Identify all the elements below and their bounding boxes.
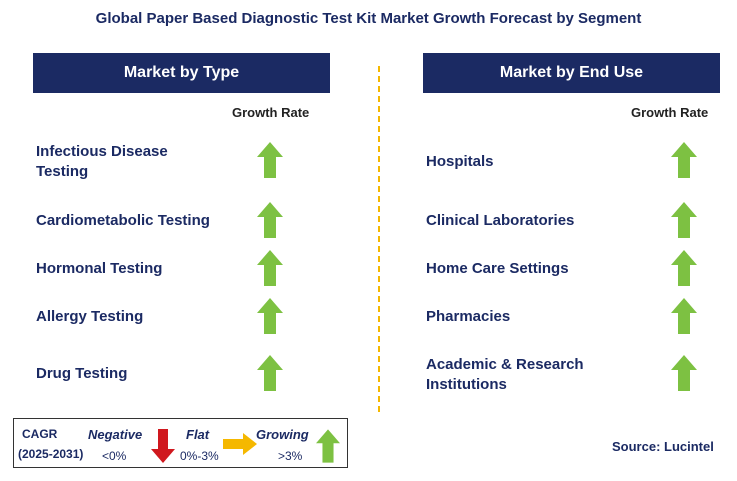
negative-arrow-icon bbox=[151, 429, 175, 463]
growing-arrow-icon bbox=[671, 142, 697, 178]
legend-cagr-label: CAGR bbox=[22, 427, 58, 441]
growth-rate-label-right: Growth Rate bbox=[631, 105, 709, 120]
type-row-label-cardiometabolic: Cardiometabolic Testing bbox=[36, 212, 210, 229]
enduse-row-label-academic: Academic & Research Institutions bbox=[426, 356, 584, 393]
enduse-row-label-home-care: Home Care Settings bbox=[426, 260, 569, 277]
growing-arrow-icon bbox=[671, 355, 697, 391]
growing-arrow-icon bbox=[257, 250, 283, 286]
legend-flat-label: Flat bbox=[186, 427, 210, 442]
flat-arrow-icon bbox=[223, 433, 257, 455]
growing-arrow-icon bbox=[257, 298, 283, 334]
growing-arrow-icon bbox=[671, 298, 697, 334]
legend-flat-value: 0%-3% bbox=[180, 449, 219, 463]
legend-growing-label: Growing bbox=[256, 427, 309, 442]
enduse-row-label-pharmacies: Pharmacies bbox=[426, 308, 511, 325]
type-row-label-infectious: Infectious Disease Testing bbox=[36, 143, 168, 180]
growing-arrow-icon bbox=[257, 355, 283, 391]
growing-arrow-icon bbox=[671, 202, 697, 238]
legend-period: (2025-2031) bbox=[18, 447, 84, 461]
type-row-label-drug: Drug Testing bbox=[36, 365, 128, 382]
growth-rate-label-left: Growth Rate bbox=[232, 105, 310, 120]
growing-arrow-icon bbox=[316, 429, 340, 463]
enduse-row-label-hospitals: Hospitals bbox=[426, 153, 494, 170]
source-note: Source: Lucintel bbox=[612, 439, 714, 454]
market-by-end-use-header: Market by End Use bbox=[423, 53, 720, 93]
enduse-row-label-clinical-labs: Clinical Laboratories bbox=[426, 212, 575, 229]
growing-arrow-icon bbox=[257, 142, 283, 178]
growing-arrow-icon bbox=[671, 250, 697, 286]
legend-negative-label: Negative bbox=[88, 427, 143, 442]
chart-title: Global Paper Based Diagnostic Test Kit M… bbox=[95, 10, 642, 27]
panel-divider bbox=[378, 66, 380, 412]
cagr-legend: CAGR (2025-2031) Negative <0% Flat 0%-3%… bbox=[13, 418, 348, 468]
legend-negative-value: <0% bbox=[102, 449, 127, 463]
growing-arrow-icon bbox=[257, 202, 283, 238]
type-row-label-hormonal: Hormonal Testing bbox=[36, 260, 163, 277]
market-by-type-header: Market by Type bbox=[33, 53, 330, 93]
legend-growing-value: >3% bbox=[278, 449, 303, 463]
type-row-label-allergy: Allergy Testing bbox=[36, 308, 144, 325]
